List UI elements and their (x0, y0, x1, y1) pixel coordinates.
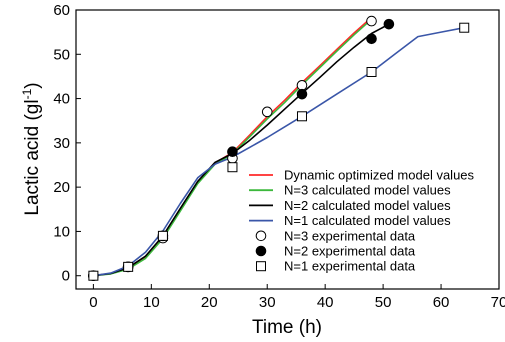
legend-label: N=2 calculated model values (284, 198, 451, 213)
y-tick-label: 20 (53, 179, 70, 196)
plot-frame (75, 9, 500, 290)
legend-label: N=3 experimental data (284, 228, 416, 243)
x-tick-label: 70 (491, 294, 505, 311)
data-point-n-2-experimental-data (296, 88, 308, 100)
data-point-n-3-experimental-data (261, 106, 273, 118)
legend-label: N=1 calculated model values (284, 213, 451, 228)
data-point-n-2-experimental-data (383, 18, 395, 30)
x-tick-label: 10 (143, 294, 160, 311)
x-tick-label: 0 (89, 294, 97, 311)
y-axis-title-main: Lactic acid (gl (22, 99, 43, 215)
y-tick-label: 10 (53, 223, 70, 240)
data-point-n-2-experimental-data (366, 33, 377, 45)
y-tick-label: 50 (53, 46, 70, 63)
x-tick-label: 40 (317, 294, 334, 311)
series-layer (88, 15, 470, 282)
series-line-n-2-calculated-model-values (93, 23, 390, 277)
series-line-n-1-calculated-model-values (93, 26, 465, 277)
legend-label: N=2 experimental data (284, 244, 416, 259)
data-point-n-1-experimental-data (296, 111, 307, 122)
data-point-n-1-experimental-data (88, 270, 99, 281)
y-axis-title: Lactic acid (gl-1) (20, 82, 43, 215)
data-point-n-1-experimental-data (227, 162, 238, 173)
data-point-n-3-experimental-data (366, 15, 377, 27)
legend-label: N=1 experimental data (284, 259, 416, 274)
x-tick-label: 20 (201, 294, 218, 311)
y-tick-label: 30 (53, 135, 70, 152)
data-point-n-1-experimental-data (459, 22, 470, 33)
y-axis-title-superscript: -1 (20, 88, 34, 99)
x-tick-label: 30 (259, 294, 276, 311)
x-tick-label: 50 (375, 294, 392, 311)
x-tick-label: 60 (433, 294, 450, 311)
data-point-n-1-experimental-data (366, 67, 377, 77)
legend-marker (255, 245, 267, 257)
y-tick-label: 0 (62, 268, 70, 285)
legend-marker (255, 230, 267, 242)
y-tick-label: 60 (53, 2, 70, 19)
data-point-n-1-experimental-data (123, 261, 134, 272)
x-axis-title: Time (h) (252, 317, 322, 338)
y-axis-title-close: ) (22, 82, 43, 88)
y-tick-label: 40 (53, 91, 70, 108)
axis-ticks: 0 10 20 30 40 50 60 70 0 10 20 30 40 50 60 (53, 2, 505, 311)
legend-label: N=3 calculated model values (284, 183, 451, 198)
legend-marker (256, 261, 266, 272)
legend-label: Dynamic optimized model values (284, 168, 475, 183)
data-point-n-2-experimental-data (227, 146, 238, 158)
data-point-n-3-experimental-data (296, 79, 308, 91)
data-point-n-1-experimental-data (157, 230, 168, 241)
